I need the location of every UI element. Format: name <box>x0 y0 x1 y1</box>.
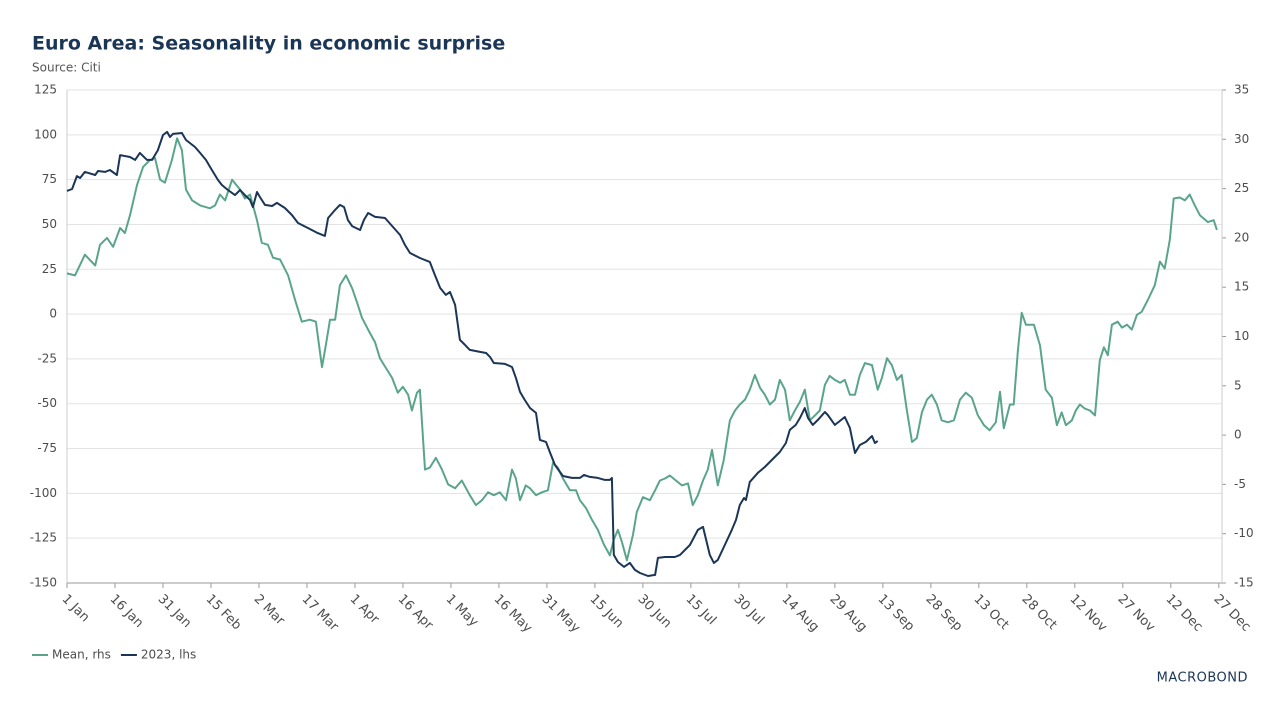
x-tick-label: 17 Mar <box>299 592 342 635</box>
x-tick-label: 1 Apr <box>347 592 383 628</box>
logo: MACROBOND <box>1157 671 1248 686</box>
x-tick-label: 28 Sep <box>923 592 966 635</box>
x-tick-label: 27 Nov <box>1115 592 1158 635</box>
series-line <box>66 137 1218 562</box>
brand-text: MACROBOND <box>1157 671 1248 686</box>
y-tick-label: 75 <box>42 172 57 186</box>
x-tick-label: 14 Aug <box>779 592 822 635</box>
y2-tick-label: 30 <box>1234 132 1249 146</box>
y2-tick-label: -10 <box>1234 526 1254 540</box>
legend-item: Mean, rhs <box>32 648 111 662</box>
y-tick-label: 125 <box>34 83 57 97</box>
y2-tick-label: 35 <box>1234 83 1249 97</box>
y2-tick-label: 10 <box>1234 329 1249 343</box>
x-tick-label: 31 May <box>539 592 583 636</box>
x-tick-label: 15 Jul <box>683 592 719 628</box>
y-tick-label: -75 <box>37 441 57 455</box>
legend-label: Mean, rhs <box>52 648 111 662</box>
y-tick-label: 25 <box>42 262 57 276</box>
y-tick-label: -125 <box>30 531 57 545</box>
y2-tick-label: -5 <box>1234 477 1246 491</box>
y2-tick-label: -15 <box>1234 576 1254 590</box>
x-tick-label: 16 May <box>491 592 535 636</box>
x-tick-label: 13 Sep <box>875 592 918 635</box>
x-tick-label: 27 Dec <box>1210 592 1253 635</box>
x-tick-label: 13 Oct <box>971 592 1012 633</box>
x-tick-label: 12 Nov <box>1067 592 1110 635</box>
y-tick-label: -50 <box>37 396 57 410</box>
x-tick-label: 15 Feb <box>203 592 245 634</box>
chart-title: Euro Area: Seasonality in economic surpr… <box>32 33 505 55</box>
x-tick-label: 12 Dec <box>1163 592 1206 635</box>
x-tick-label: 1 May <box>443 592 482 631</box>
x-tick-label: 28 Oct <box>1019 592 1060 633</box>
y2-tick-label: 15 <box>1234 280 1249 294</box>
x-tick-label: 16 Jan <box>107 592 146 631</box>
y-tick-label: 100 <box>34 127 57 141</box>
y-tick-label: -25 <box>37 351 57 365</box>
x-tick-label: 1 Jan <box>59 592 93 626</box>
y2-tick-label: 20 <box>1234 230 1249 244</box>
x-tick-label: 16 Apr <box>395 592 437 634</box>
x-tick-label: 30 Jun <box>635 592 675 632</box>
x-tick-label: 29 Aug <box>827 592 870 635</box>
chart-subtitle: Source: Citi <box>32 61 101 75</box>
legend-item: 2023, lhs <box>120 648 196 662</box>
y-tick-label: 0 <box>49 307 57 321</box>
series-line <box>66 130 879 577</box>
y-tick-label: -150 <box>30 576 57 590</box>
x-tick-label: 15 Jun <box>587 592 627 632</box>
x-tick-label: 2 Mar <box>251 592 288 629</box>
y2-tick-label: 25 <box>1234 181 1249 195</box>
y-tick-label: 50 <box>42 217 57 231</box>
x-tick-label: 31 Jan <box>155 592 194 631</box>
legend-label: 2023, lhs <box>141 648 196 662</box>
y2-tick-label: 5 <box>1234 378 1242 392</box>
x-tick-label: 30 Jul <box>731 592 767 628</box>
y-tick-label: -100 <box>30 486 57 500</box>
y2-tick-label: 0 <box>1234 428 1242 442</box>
